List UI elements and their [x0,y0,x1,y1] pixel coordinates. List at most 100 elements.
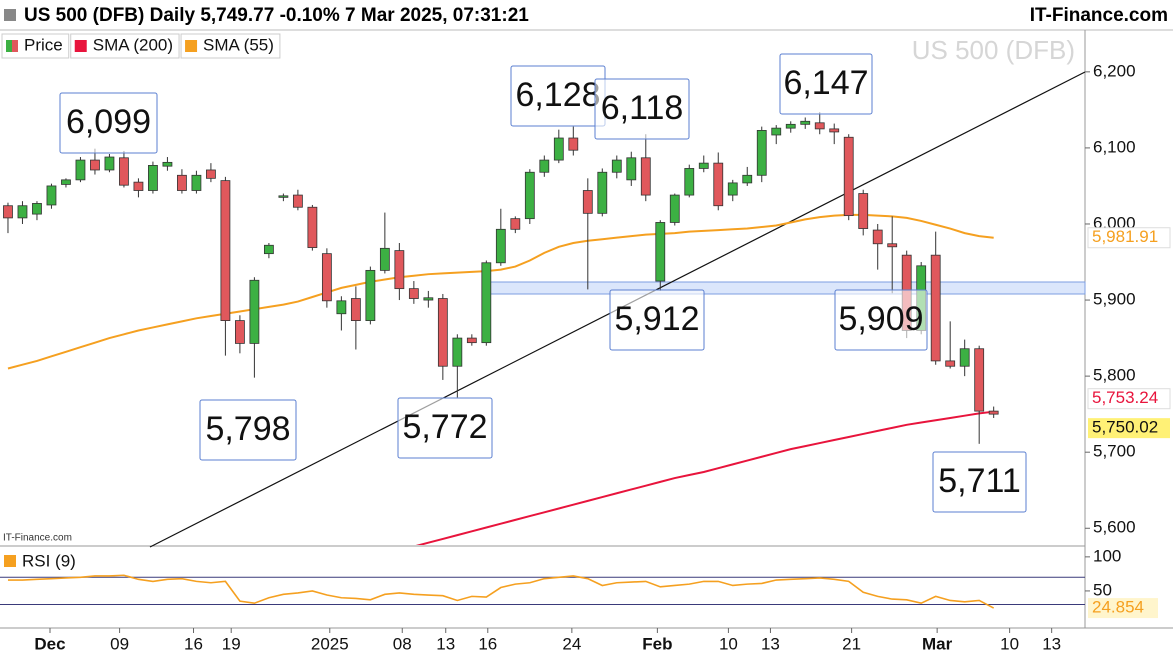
annotation-label: 6,128 [515,76,600,114]
credit: IT-Finance.com [3,533,72,544]
candle-body [974,348,985,412]
candle-body [611,159,622,173]
candle-body [988,410,999,415]
candle-body [177,174,187,191]
x-tick-label: 24 [562,634,581,653]
candle-body [959,348,970,367]
x-tick-label: 13 [761,634,780,653]
annotation-label: 5,772 [402,408,487,446]
sma-line [7,213,994,370]
candle-body [669,194,680,223]
candle-body [379,247,390,271]
candle-body [466,337,477,344]
x-tick-label: 10 [1000,634,1019,653]
candle-body [292,194,303,208]
candle-body [278,195,289,198]
rsi-tick-label: 100 [1093,546,1121,565]
x-tick-label: 13 [1042,634,1061,653]
last-value-box [1088,418,1170,439]
candle-body [32,203,42,215]
rsi-tick-label: 50 [1093,580,1112,599]
x-tick-label: 19 [222,634,241,653]
annotation-box [609,289,705,351]
candle-body [814,122,825,130]
candle-body [771,127,782,136]
x-tick-label: 08 [393,634,412,653]
y-tick-label: 5,800 [1093,366,1136,385]
y-tick-label: 6,100 [1093,137,1136,156]
candle-body [350,298,361,321]
legend-label: SMA (55) [203,35,274,54]
candle-body [510,218,521,230]
candle-body [887,243,898,248]
candle-body [365,269,376,321]
candle-body [263,244,274,255]
candle-body [698,162,709,169]
candle-body [61,179,71,185]
y-tick-label: 6,200 [1093,61,1136,80]
x-tick-label: 16 [184,634,203,653]
annotation-box [59,92,158,154]
y-tick-label: 5,700 [1093,442,1136,461]
candle-body [872,229,883,245]
candle-body [394,250,405,290]
x-tick-label: Mar [922,634,953,653]
candle-body [321,253,332,302]
candle-body [858,193,869,229]
candle-body [945,360,956,367]
x-tick-label: 10 [719,634,738,653]
candle-body [90,159,100,171]
candle-body [220,180,231,321]
legend-label: Price [24,35,63,54]
candle-body [655,222,666,282]
logo [4,9,16,21]
legend: Price SMA (200) SMA (55) [1,33,281,59]
candle-body [423,297,434,301]
last-value-label: 5,981.91 [1092,227,1158,246]
candle-body [133,181,144,191]
x-tick-label: 09 [110,634,129,653]
last-value-box [1088,598,1158,619]
sma-line [415,410,994,545]
candle-body [727,182,738,196]
legend-frame [1,33,70,59]
x-tick-label: Dec [34,634,65,653]
candle-body [713,162,724,207]
candle-body [930,254,941,362]
annotation-box [779,53,873,115]
source: IT-Finance.com [1030,5,1168,26]
candle-body [553,137,564,161]
legend-frame [70,33,180,59]
legend-swatch [185,40,198,52]
candle-body [148,165,158,191]
annotation-box [594,78,690,140]
watermark: US 500 (DFB) [912,35,1075,65]
rsi-panel [0,574,1085,609]
legend-label: SMA (200) [93,35,173,54]
legend-swatch [4,555,16,567]
legend-frame [180,33,281,59]
candle-body [597,171,608,214]
candle-body [307,206,318,248]
y-tick-label: 5,900 [1093,290,1136,309]
annotation-box [834,289,928,351]
candle-body [162,161,173,167]
candle-body [481,262,492,344]
x-tick-label: 2025 [311,634,349,653]
candle-body [17,205,28,219]
annotation-label: 6,118 [601,89,684,127]
header-bar [0,0,1173,30]
title: US 500 (DFB) Daily 5,749.77 -0.10% 7 Mar… [24,5,529,26]
rsi-line [7,574,995,609]
candle-body [785,123,796,129]
candle-body [408,288,419,299]
x-tick-label: 16 [478,634,497,653]
candle-body [829,128,840,133]
x-tick-label: 13 [436,634,455,653]
annotation-box [199,399,297,461]
candle-body [756,130,767,176]
rsi-legend: RSI (9) [22,551,76,570]
candle-body [437,298,448,367]
candle-body [843,136,854,217]
